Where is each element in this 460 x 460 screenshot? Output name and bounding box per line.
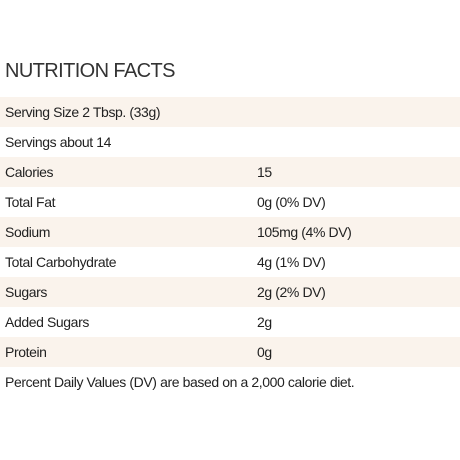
table-row: Total Carbohydrate 4g (1% DV) bbox=[0, 247, 460, 277]
table-row: Protein 0g bbox=[0, 337, 460, 367]
table-row: Servings about 14 bbox=[0, 127, 460, 157]
table-row: Sugars 2g (2% DV) bbox=[0, 277, 460, 307]
nutrient-value: 0g bbox=[257, 344, 272, 360]
table-row: Sodium 105mg (4% DV) bbox=[0, 217, 460, 247]
nutrient-label: Servings about 14 bbox=[5, 134, 112, 150]
table-row: Calories 15 bbox=[0, 157, 460, 187]
table-row: Added Sugars 2g bbox=[0, 307, 460, 337]
nutrient-label: Percent Daily Values (DV) are based on a… bbox=[5, 374, 355, 390]
nutrient-value: 4g (1% DV) bbox=[257, 254, 326, 270]
nutrient-value: 2g bbox=[257, 314, 272, 330]
nutrient-label: Total Carbohydrate bbox=[5, 254, 117, 270]
table-row: Total Fat 0g (0% DV) bbox=[0, 187, 460, 217]
nutrient-label: Protein bbox=[5, 344, 47, 360]
nutrient-label: Serving Size 2 Tbsp. (33g) bbox=[5, 104, 161, 120]
nutrient-label: Calories bbox=[5, 164, 54, 180]
nutrition-table: Serving Size 2 Tbsp. (33g) Servings about… bbox=[0, 97, 460, 397]
nutrient-value: 0g (0% DV) bbox=[257, 194, 326, 210]
table-row: Serving Size 2 Tbsp. (33g) bbox=[0, 97, 460, 127]
nutrient-label: Sugars bbox=[5, 284, 47, 300]
nutrient-value: 105mg (4% DV) bbox=[257, 224, 352, 240]
table-row: Percent Daily Values (DV) are based on a… bbox=[0, 367, 460, 397]
nutrient-label: Sodium bbox=[5, 224, 51, 240]
nutrient-value: 15 bbox=[257, 164, 272, 180]
nutrient-label: Total Fat bbox=[5, 194, 56, 210]
title: NUTRITION FACTS bbox=[5, 60, 175, 82]
nutrient-value: 2g (2% DV) bbox=[257, 284, 326, 300]
nutrient-label: Added Sugars bbox=[5, 314, 89, 330]
